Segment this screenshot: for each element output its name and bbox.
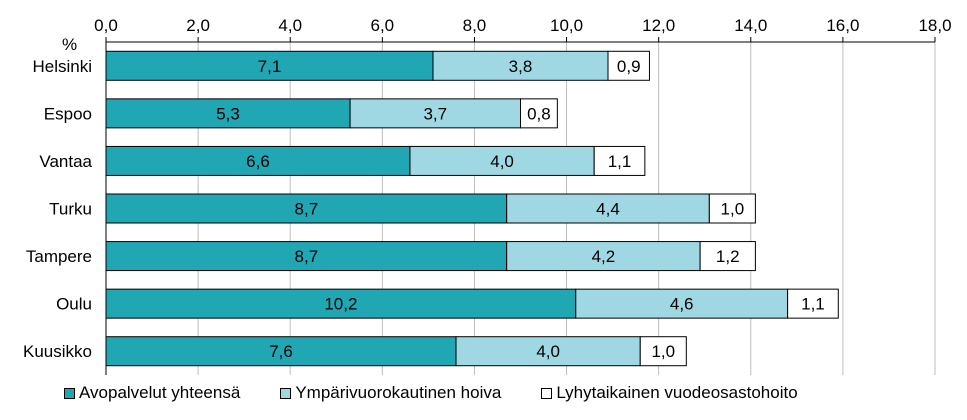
legend-label-lyhytaikainen: Lyhytaikainen vuodeosastohoito <box>556 383 798 402</box>
legend-swatch-ymparivuorokautinen <box>280 387 292 399</box>
legend-swatch-avopalvelut <box>64 387 75 399</box>
value-label: 1,0 <box>721 200 745 219</box>
bar-segment <box>105 336 457 367</box>
category-label: Turku <box>49 200 92 219</box>
stacked-bar-chart: 0,0 2,0 4,0 6,0 8,0 10,0 12,0 14,0 16,0 18,0 % 7,… <box>23 16 952 375</box>
bar-segment <box>506 241 701 272</box>
value-label: 4,6 <box>670 295 694 314</box>
category-label: Espoo <box>44 104 92 123</box>
legend-item-ymparivuorokautinen: Ympärivuorokautinen hoiva <box>280 383 501 403</box>
bar-segment <box>708 193 756 224</box>
bar-segment <box>105 241 508 272</box>
bar-segment <box>409 145 595 176</box>
legend-swatch-lyhytaikainen <box>541 387 553 399</box>
value-label: 5,3 <box>216 104 240 123</box>
x-axis-ticks: 0,0 2,0 4,0 6,0 8,0 10,0 12,0 14,0 16,0 18,0 <box>94 16 951 35</box>
value-label: 8,7 <box>295 247 319 266</box>
category-labels: Helsinki Espoo Vantaa Turku Tampere Oulu Kuusi… <box>23 57 93 361</box>
category-label: Tampere <box>26 247 92 266</box>
value-label: 6,6 <box>246 152 270 171</box>
x-tick-label: 18,0 <box>918 16 951 35</box>
legend-item-avopalvelut: Avopalvelut yhteensä <box>64 383 240 403</box>
value-label: 3,7 <box>423 104 447 123</box>
value-label: 10,2 <box>324 295 357 314</box>
bar-segment <box>349 98 521 129</box>
value-label: 1,0 <box>651 342 675 361</box>
x-tick-label: 6,0 <box>371 16 395 35</box>
category-label: Kuusikko <box>23 342 92 361</box>
unit-label: % <box>62 35 77 54</box>
category-label: Vantaa <box>39 152 92 171</box>
value-label: 3,8 <box>509 57 533 76</box>
category-label: Helsinki <box>32 57 92 76</box>
legend: Avopalvelut yhteensä Ympärivuorokautinen… <box>64 383 838 403</box>
x-tick-label: 4,0 <box>278 16 302 35</box>
value-label: 4,2 <box>592 247 616 266</box>
x-tick-label: 10,0 <box>550 16 583 35</box>
x-tick-label: 16,0 <box>826 16 859 35</box>
value-label: 1,1 <box>801 295 825 314</box>
bar-segment <box>506 193 710 224</box>
value-label: 0,9 <box>617 57 641 76</box>
value-label: 4,4 <box>596 200 620 219</box>
bar-segment <box>575 288 789 319</box>
bar-segment <box>787 288 839 319</box>
value-label: 4,0 <box>490 152 514 171</box>
category-label: Oulu <box>56 295 92 314</box>
value-label: 1,2 <box>716 247 740 266</box>
value-label: 7,1 <box>258 57 282 76</box>
x-tick-label: 12,0 <box>642 16 675 35</box>
value-label: 7,6 <box>269 342 293 361</box>
value-label: 1,1 <box>608 152 632 171</box>
legend-item-lyhytaikainen: Lyhytaikainen vuodeosastohoito <box>541 383 798 403</box>
bar-segment <box>607 50 650 81</box>
bar-segment <box>105 288 577 319</box>
bar-segment <box>699 241 756 272</box>
value-label: 8,7 <box>295 200 319 219</box>
x-tick-label: 14,0 <box>734 16 767 35</box>
bar-segment <box>105 98 351 129</box>
bar-segment <box>105 193 508 224</box>
x-tick-label: 0,0 <box>94 16 118 35</box>
bar-segment <box>593 145 646 176</box>
bar-segment <box>520 98 558 129</box>
bar-segment <box>639 336 687 367</box>
x-tick-label: 2,0 <box>186 16 210 35</box>
x-tick-label: 8,0 <box>463 16 487 35</box>
legend-label-avopalvelut: Avopalvelut yhteensä <box>79 383 241 402</box>
legend-label-ymparivuorokautinen: Ympärivuorokautinen hoiva <box>295 383 502 402</box>
value-label: 0,8 <box>527 104 551 123</box>
bar-segment <box>455 336 641 367</box>
value-label: 4,0 <box>536 342 560 361</box>
bars: 7,1 3,8 0,9 5,3 3,7 0,8 6,6 4,0 1,1 8,7 4,4 1,0 8,7 4… <box>105 50 839 367</box>
